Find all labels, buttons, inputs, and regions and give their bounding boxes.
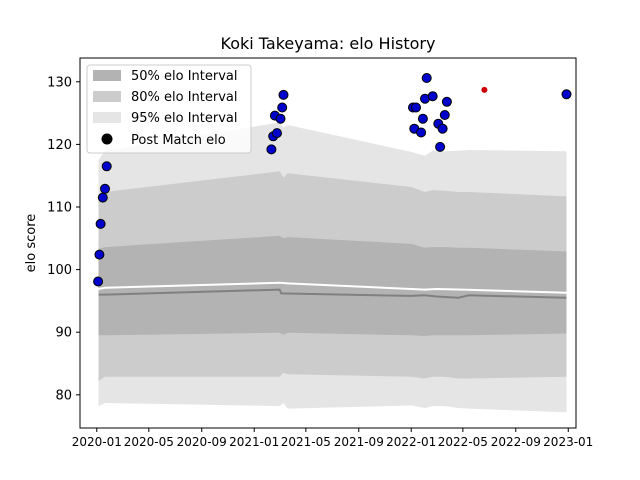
post-match-elo-point — [96, 219, 105, 228]
legend-swatch-95 — [93, 112, 121, 123]
post-match-elo-point — [102, 162, 111, 171]
x-tick-label: 2020-09 — [177, 435, 227, 449]
post-match-elo-point — [428, 92, 437, 101]
post-match-elo-point — [279, 90, 288, 99]
x-tick-label: 2020-01 — [72, 435, 122, 449]
legend-label-post-match: Post Match elo — [131, 133, 226, 148]
x-tick-label: 2022-05 — [438, 435, 488, 449]
y-tick-label: 130 — [47, 75, 72, 90]
post-match-elo-point — [267, 145, 276, 154]
legend-label-95: 95% elo Interval — [131, 111, 238, 126]
post-match-elo-point — [278, 103, 287, 112]
post-match-elo-point — [276, 114, 285, 123]
x-tick-label: 2021-01 — [229, 435, 279, 449]
legend-swatch-80 — [93, 91, 121, 102]
y-axis-label: elo score — [24, 214, 39, 273]
y-tick-label: 120 — [47, 138, 72, 153]
post-match-elo-point — [101, 184, 110, 193]
post-match-elo-point — [273, 129, 282, 138]
legend-swatch-50 — [93, 70, 121, 81]
y-tick-label: 80 — [55, 388, 72, 403]
chart-title: Koki Takeyama: elo History — [221, 34, 436, 53]
x-tick-label: 2021-09 — [334, 435, 384, 449]
y-tick-label: 100 — [47, 263, 72, 278]
legend-label-50: 50% elo Interval — [131, 69, 238, 84]
post-match-elo-point — [94, 277, 103, 286]
x-tick-label: 2022-09 — [491, 435, 541, 449]
post-match-elo-point — [95, 250, 104, 259]
post-match-elo-point — [436, 142, 445, 151]
interval-bands — [99, 123, 567, 413]
x-tick-label: 2021-05 — [281, 435, 331, 449]
legend: 50% elo Interval 80% elo Interval 95% el… — [87, 65, 251, 153]
x-tick-label: 2022-01 — [386, 435, 436, 449]
x-tick-label: 2023-01 — [543, 435, 593, 449]
post-match-elo-point — [418, 114, 427, 123]
legend-marker-post-match — [102, 134, 113, 145]
latest-elo-point — [481, 87, 487, 93]
post-match-elo-point — [438, 124, 447, 133]
legend-label-80: 80% elo Interval — [131, 90, 238, 105]
post-match-elo-point — [412, 103, 421, 112]
post-match-elo-point — [440, 111, 449, 120]
x-tick-label: 2020-05 — [124, 435, 174, 449]
y-tick-label: 110 — [47, 201, 72, 216]
y-tick-label: 90 — [55, 326, 72, 341]
post-match-elo-point — [417, 128, 426, 137]
post-match-elo-point — [562, 90, 571, 99]
post-match-elo-point — [422, 74, 431, 83]
post-match-elo-point — [98, 193, 107, 202]
post-match-elo-point — [442, 97, 451, 106]
